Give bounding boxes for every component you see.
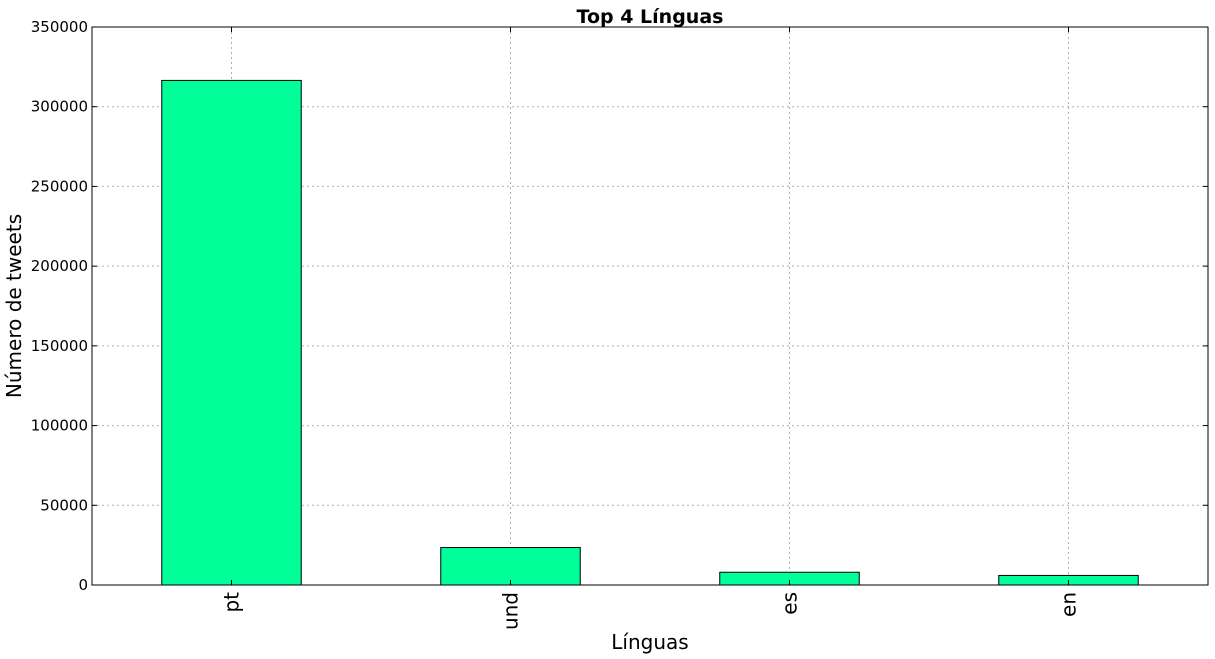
bar-und [440, 547, 581, 586]
ticks [92, 26, 1208, 586]
x-axis-label: Línguas [611, 630, 688, 654]
x-tick-label-pt: pt [220, 592, 244, 613]
y-axis-label: Número de tweets [2, 214, 26, 398]
y-tick-label: 50000 [40, 496, 88, 514]
y-tick-label: 300000 [31, 98, 88, 116]
y-tick-label: 0 [78, 576, 88, 594]
y-tick-labels: 0 50000 100000 150000 200000 250000 300000 3500… [31, 18, 88, 594]
plot-frame [91, 26, 1209, 586]
x-tick-labels: pt und es en [220, 592, 1081, 630]
y-tick-label: 250000 [31, 177, 88, 195]
x-tick-label-es: es [778, 592, 802, 615]
y-tick-label: 150000 [31, 337, 88, 355]
x-tick-label-und: und [499, 592, 523, 630]
x-tick-label-en: en [1057, 592, 1081, 617]
bar-pt [161, 79, 302, 586]
bars [161, 79, 1139, 586]
y-tick-label: 100000 [31, 417, 88, 435]
y-tick-label: 200000 [31, 257, 88, 275]
chart-title: Top 4 Línguas [577, 6, 724, 28]
y-tick-label: 350000 [31, 18, 88, 36]
